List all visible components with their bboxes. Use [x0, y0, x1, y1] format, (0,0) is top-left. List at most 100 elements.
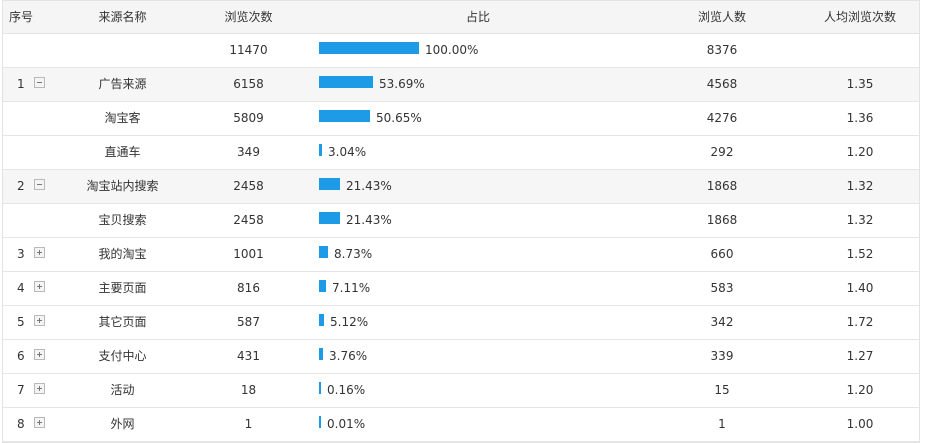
- row-views: 587: [237, 315, 260, 329]
- ratio-bar: [319, 110, 370, 122]
- ratio-bar: [319, 348, 323, 360]
- row-users: 1: [718, 417, 726, 431]
- ratio-bar: [319, 280, 326, 292]
- row-avg: 1.32: [846, 213, 874, 227]
- ratio-label: 0.16%: [327, 383, 366, 397]
- row-source: 主要页面: [98, 281, 147, 295]
- table-row: 宝贝搜索 2458 21.43% 1868 1.32: [3, 204, 919, 238]
- row-idx: 1: [3, 68, 61, 101]
- row-avg: 1.52: [846, 247, 874, 261]
- row-views: 816: [237, 281, 260, 295]
- collapse-icon[interactable]: [34, 179, 45, 190]
- row-source: 支付中心: [98, 349, 147, 363]
- ratio-label: 0.01%: [327, 417, 366, 431]
- expand-icon[interactable]: [34, 247, 45, 258]
- table-row: 8 外网 1 0.01% 1 1.00: [3, 408, 919, 442]
- row-idx: [3, 34, 61, 67]
- row-source: 外网: [110, 417, 135, 431]
- row-idx-label: 6: [17, 349, 25, 363]
- table-row: 6 支付中心 431 3.76% 339 1.27: [3, 340, 919, 374]
- row-source: 直通车: [104, 145, 141, 159]
- table-row: 11470 100.00% 8376: [3, 34, 919, 68]
- row-idx-label: 2: [17, 179, 25, 193]
- row-avg: 1.35: [846, 77, 874, 91]
- row-views: 18: [240, 383, 257, 397]
- row-users: 292: [710, 145, 734, 159]
- table-row: 4 主要页面 816 7.11% 583 1.40: [3, 272, 919, 306]
- ratio-bar: [319, 42, 419, 54]
- row-idx: 2: [3, 170, 61, 203]
- row-avg: 1.00: [846, 417, 874, 431]
- header-avg: 人均浏览次数: [823, 10, 896, 24]
- row-avg: 1.40: [846, 281, 874, 295]
- row-users: 583: [710, 281, 734, 295]
- table-row: 3 我的淘宝 1001 8.73% 660 1.52: [3, 238, 919, 272]
- row-views: 431: [237, 349, 260, 363]
- header-views: 浏览次数: [224, 10, 273, 24]
- row-users: 4276: [706, 111, 738, 125]
- row-idx: [3, 204, 61, 237]
- row-users: 1868: [706, 179, 738, 193]
- row-ratio: 0.01%: [313, 408, 643, 441]
- row-avg: 1.32: [846, 179, 874, 193]
- row-idx-label: 3: [17, 247, 25, 261]
- row-source: 我的淘宝: [98, 247, 147, 261]
- row-ratio: 5.12%: [313, 306, 643, 339]
- expand-icon[interactable]: [34, 417, 45, 428]
- row-users: 4568: [706, 77, 738, 91]
- ratio-label: 3.76%: [329, 349, 368, 363]
- row-views: 2458: [233, 213, 264, 227]
- row-ratio: 0.16%: [313, 374, 643, 407]
- row-ratio: 53.69%: [313, 68, 643, 101]
- row-idx: 6: [3, 340, 61, 373]
- row-idx: 4: [3, 272, 61, 305]
- row-users: 8376: [706, 43, 738, 57]
- row-idx: 8: [3, 408, 61, 441]
- row-ratio: 21.43%: [313, 170, 643, 203]
- table-body: 11470 100.00% 8376 1 广告来源 6158 53.69% 4568 1.35 淘…: [3, 34, 919, 442]
- ratio-label: 50.65%: [376, 111, 422, 125]
- row-avg: 1.36: [846, 111, 874, 125]
- row-ratio: 8.73%: [313, 238, 643, 271]
- row-idx: 7: [3, 374, 61, 407]
- row-avg: 1.20: [846, 383, 874, 397]
- row-source: 淘宝站内搜索: [86, 179, 159, 193]
- row-ratio: 50.65%: [313, 102, 643, 135]
- expand-icon[interactable]: [34, 315, 45, 326]
- table-row: 直通车 349 3.04% 292 1.20: [3, 136, 919, 170]
- row-source: 其它页面: [98, 315, 147, 329]
- row-source: 广告来源: [98, 77, 147, 91]
- row-idx: [3, 102, 61, 135]
- row-ratio: 100.00%: [313, 34, 643, 67]
- ratio-bar: [319, 246, 328, 258]
- row-idx-label: 5: [17, 315, 25, 329]
- row-views: 5809: [233, 111, 264, 125]
- expand-icon[interactable]: [34, 349, 45, 360]
- row-views: 11470: [229, 43, 268, 57]
- row-idx: 3: [3, 238, 61, 271]
- header-idx: 序号: [9, 10, 34, 24]
- header-users: 浏览人数: [697, 10, 746, 24]
- row-views: 1001: [233, 247, 264, 261]
- row-avg: 1.27: [846, 349, 874, 363]
- ratio-label: 100.00%: [425, 43, 479, 57]
- row-source: 活动: [110, 383, 135, 397]
- expand-icon[interactable]: [34, 383, 45, 394]
- ratio-bar: [319, 76, 373, 88]
- row-avg: [801, 34, 919, 67]
- row-users: 342: [710, 315, 734, 329]
- row-ratio: 7.11%: [313, 272, 643, 305]
- table-row: 2 淘宝站内搜索 2458 21.43% 1868 1.32: [3, 170, 919, 204]
- ratio-label: 53.69%: [379, 77, 425, 91]
- row-users: 15: [714, 383, 730, 397]
- expand-icon[interactable]: [34, 281, 45, 292]
- ratio-bar: [319, 382, 321, 394]
- header-source: 来源名称: [98, 10, 147, 24]
- row-source: [61, 34, 184, 67]
- table-row: 5 其它页面 587 5.12% 342 1.72: [3, 306, 919, 340]
- collapse-icon[interactable]: [34, 77, 45, 88]
- row-idx: [3, 136, 61, 169]
- row-avg: 1.72: [846, 315, 874, 329]
- table-header: 序号 来源名称 浏览次数 占比 浏览人数 人均浏览次数: [3, 1, 919, 34]
